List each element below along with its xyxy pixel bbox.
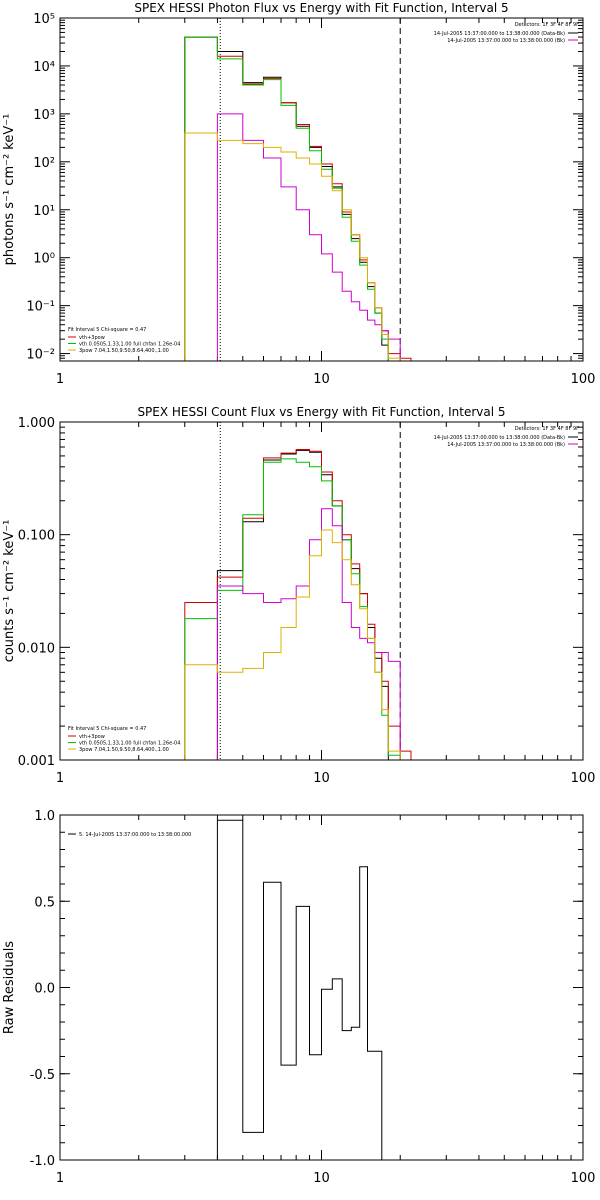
series-line-4 bbox=[184, 132, 401, 361]
legend-entry-left: 3pow 7.04,1.50,9.50,8.64,400.,1.00 bbox=[79, 348, 169, 354]
y-tick-label: 0.100 bbox=[18, 529, 55, 544]
chart-title: SPEX HESSI Count Flux vs Energy with Fit… bbox=[137, 405, 505, 419]
x-tick-label: 100 bbox=[571, 372, 596, 387]
count-flux-chart: SPEX HESSI Count Flux vs Energy with Fit… bbox=[2, 405, 596, 786]
detectors-label: Detectors: 1F 3F 4F 8F 9F bbox=[515, 426, 579, 432]
plot-frame bbox=[59, 814, 584, 1161]
plot-frame bbox=[59, 17, 584, 362]
legend-entry-left: 5. 14-Jul-2005 13:37:00.000 to 13:38:00.… bbox=[79, 832, 191, 838]
y-tick-label: 10⁰ bbox=[33, 252, 55, 267]
y-tick-label: -1.0 bbox=[30, 1154, 55, 1169]
y-tick-label: 10³ bbox=[33, 108, 55, 123]
x-tick-label: 100 bbox=[571, 771, 596, 786]
detectors-label: Detectors: 1F 3F 4F 8F 9F bbox=[515, 22, 579, 28]
series-line-0 bbox=[184, 36, 389, 361]
plot-frame bbox=[59, 421, 584, 761]
y-axis-label: counts s⁻¹ cm⁻² keV⁻¹ bbox=[2, 520, 17, 663]
legend-entry-left: vth+3pow bbox=[79, 335, 105, 341]
y-tick-label: 0.010 bbox=[18, 641, 55, 656]
y-tick-label: -0.5 bbox=[30, 1068, 55, 1083]
y-tick-label: 10¹ bbox=[33, 204, 55, 219]
x-tick-label: 1 bbox=[56, 372, 64, 387]
legend-entry-left: vth 0.0505,1.33,1.00 full chfan 1.26e-04 bbox=[79, 741, 180, 747]
series-line-3 bbox=[216, 508, 401, 760]
legend-entry-left: vth 0.0505,1.33,1.00 full chfan 1.26e-04 bbox=[79, 342, 180, 348]
y-tick-label: 10⁻² bbox=[26, 348, 55, 363]
series-line-0 bbox=[216, 449, 389, 760]
legend-entry-right: 14-Jul-2005 13:37:00.000 to 13:38:00.000… bbox=[434, 31, 565, 37]
residuals-chart: Raw Residuals 1 10 100 -1.0 -0.5 0.0 0.5 1.0 5. 1… bbox=[2, 809, 596, 1186]
x-tick-label: 1 bbox=[56, 1171, 64, 1186]
fit-interval-label: Fit Interval 5 Chi-square = 0.47 bbox=[68, 726, 146, 732]
y-axis-label: photons s⁻¹ cm⁻² keV⁻¹ bbox=[2, 114, 17, 266]
x-tick-label: 1 bbox=[56, 771, 64, 786]
chart-title: SPEX HESSI Photon Flux vs Energy with Fi… bbox=[134, 1, 508, 15]
x-tick-label: 100 bbox=[571, 1171, 596, 1186]
y-tick-label: 10⁻¹ bbox=[26, 300, 55, 315]
legend-entry-right: 14-Jul-2005 13:37:00.000 to 13:38:00.000… bbox=[434, 435, 565, 441]
y-tick-label: 10⁵ bbox=[33, 12, 55, 27]
y-tick-label: 0.001 bbox=[18, 754, 55, 769]
legend-entry-left: vth+3pow bbox=[79, 734, 105, 740]
series-line-0 bbox=[216, 819, 401, 1160]
y-tick-label: 0.5 bbox=[34, 895, 55, 910]
series-line-4 bbox=[184, 529, 401, 760]
y-tick-label: 1.0 bbox=[34, 809, 55, 824]
legend-entry-left: 3pow 7.04,1.50,9.50,8.64,400.,1.00 bbox=[79, 747, 169, 753]
x-tick-label: 10 bbox=[313, 771, 330, 786]
photon-flux-chart: SPEX HESSI Photon Flux vs Energy with Fi… bbox=[2, 1, 596, 387]
fit-interval-label: Fit Interval 5 Chi-square = 0.47 bbox=[68, 327, 146, 333]
y-axis-label: Raw Residuals bbox=[2, 941, 17, 1034]
series-line-1 bbox=[184, 36, 426, 361]
y-tick-label: 10² bbox=[33, 156, 55, 171]
legend-entry-right: 14-Jul-2005 13:37:00.000 to 13:38:00.000… bbox=[447, 442, 565, 448]
y-tick-label: 1.000 bbox=[18, 416, 55, 431]
x-tick-label: 10 bbox=[313, 1171, 330, 1186]
series-line-3 bbox=[216, 113, 401, 361]
y-tick-label: 10⁴ bbox=[33, 60, 55, 75]
legend-entry-right: 14-Jul-2005 13:37:00.000 to 13:38:00.000… bbox=[447, 38, 565, 44]
x-tick-label: 10 bbox=[313, 372, 330, 387]
series-line-1 bbox=[184, 449, 412, 760]
y-tick-label: 0.0 bbox=[34, 982, 55, 997]
